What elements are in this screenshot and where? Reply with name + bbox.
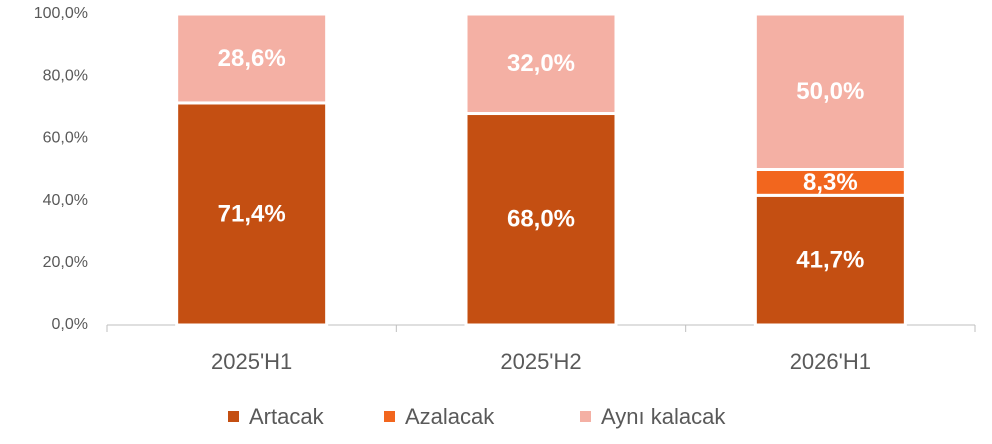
- y-tick-label: 40,0%: [43, 192, 88, 209]
- y-tick-label: 60,0%: [43, 130, 88, 147]
- y-tick-label: 100,0%: [34, 5, 88, 22]
- bar-segment: [464, 12, 618, 116]
- legend-label: Aynı kalacak: [601, 404, 726, 429]
- x-tick-label: 2025'H2: [500, 349, 581, 374]
- bar-segment: [175, 101, 329, 327]
- y-tick-label: 20,0%: [43, 254, 88, 271]
- bar-segment: [753, 12, 907, 171]
- y-tick-label: 80,0%: [43, 67, 88, 84]
- y-tick-label: 0,0%: [52, 316, 88, 333]
- data-label: 41,7%: [796, 247, 864, 274]
- legend-swatch: [228, 411, 239, 422]
- data-label: 68,0%: [507, 206, 575, 233]
- bar-segment: [175, 12, 329, 105]
- data-label: 28,6%: [218, 45, 286, 72]
- legend-swatch: [384, 411, 395, 422]
- data-label: 71,4%: [218, 200, 286, 227]
- legend-swatch: [580, 411, 591, 422]
- data-label: 50,0%: [796, 78, 864, 105]
- legend-label: Artacak: [249, 404, 325, 429]
- legend-label: Azalacak: [405, 404, 495, 429]
- x-tick-label: 2026'H1: [790, 349, 871, 374]
- x-tick-label: 2025'H1: [211, 349, 292, 374]
- data-label: 32,0%: [507, 50, 575, 77]
- data-label: 8,3%: [803, 169, 858, 196]
